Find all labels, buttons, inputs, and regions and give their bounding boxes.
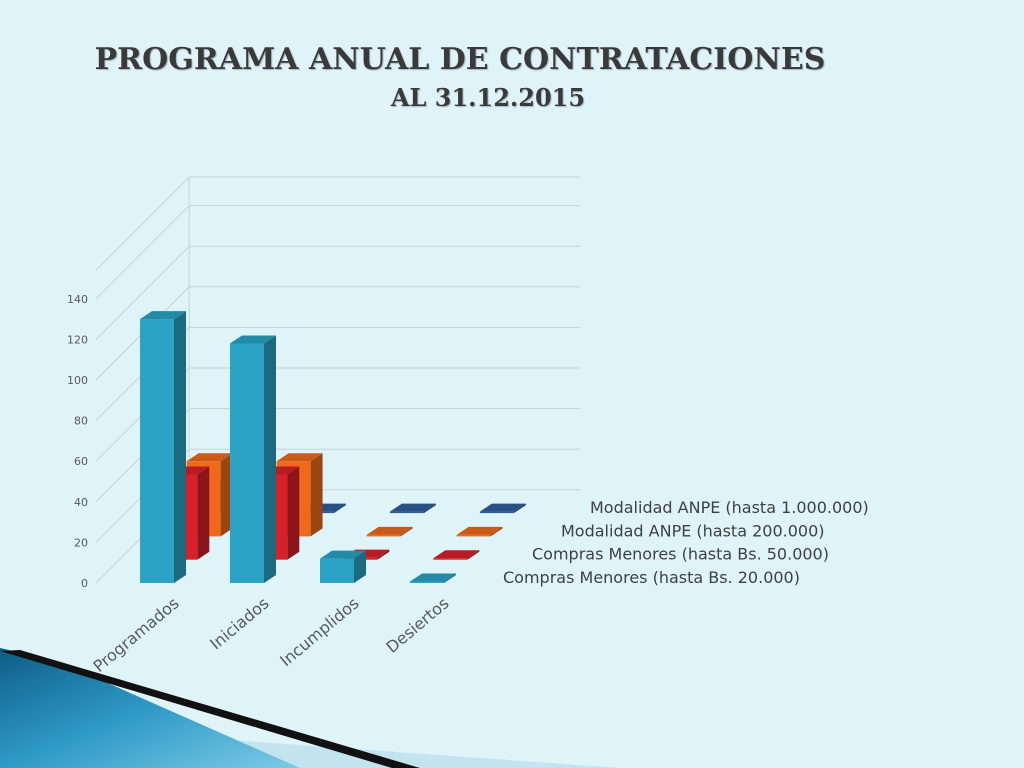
chart-bars <box>140 311 526 583</box>
bar-side <box>467 550 480 560</box>
title-line-1: PROGRAMA ANUAL DE CONTRATACIONES <box>94 42 826 77</box>
bar <box>433 550 480 560</box>
y-tick-label: 80 <box>74 415 88 428</box>
bar-front <box>320 558 354 583</box>
bar-side <box>423 503 436 514</box>
y-tick-label: 40 <box>74 496 88 509</box>
slide-title: PROGRAMA ANUAL DE CONTRATACIONES AL 31.1… <box>0 40 920 116</box>
bar-top <box>320 550 366 559</box>
bar-top <box>410 573 456 582</box>
bar <box>230 335 276 583</box>
bar-top <box>186 453 233 462</box>
bar-side <box>333 503 346 514</box>
bar-side <box>490 526 503 537</box>
y-tick-label: 120 <box>67 333 88 346</box>
legend-series-name: Modalidad ANPE (hasta 1.000.000) <box>590 498 869 517</box>
bar-front <box>410 581 444 583</box>
bar-front <box>433 558 468 560</box>
bar-top <box>389 503 436 512</box>
bar-top <box>479 503 526 512</box>
bar <box>366 526 413 537</box>
bar-side <box>197 466 210 560</box>
chart-gridlines <box>95 176 580 584</box>
bar-side <box>513 503 526 514</box>
legend-series-name: Modalidad ANPE (hasta 200.000) <box>561 521 825 540</box>
bar-side <box>220 453 233 537</box>
bar-top <box>433 550 480 559</box>
bar-top <box>366 526 413 535</box>
bar <box>140 311 186 583</box>
bar-front <box>140 319 174 583</box>
bar-side <box>354 550 366 583</box>
bar <box>410 573 456 583</box>
bar-top <box>140 311 186 320</box>
bar-side <box>287 466 300 560</box>
y-tick-label: 60 <box>74 455 88 468</box>
bar-front <box>479 511 514 514</box>
legend-series-name: Compras Menores (hasta Bs. 20.000) <box>503 568 800 587</box>
y-tick-label: 140 <box>67 293 88 306</box>
bar-front <box>230 343 264 583</box>
y-tick-label: 20 <box>74 536 88 549</box>
bar-top <box>230 335 276 344</box>
bar <box>320 550 366 583</box>
bar-front <box>366 534 401 537</box>
bar-side <box>400 526 413 537</box>
chart-legend: Compras Menores (hasta Bs. 20.000) Compra… <box>503 498 869 587</box>
decoration-blue-wedge <box>0 648 300 768</box>
bar-side <box>377 549 390 560</box>
bar <box>389 503 436 514</box>
bar-top <box>276 453 323 462</box>
y-axis-ticks: 0 20 40 60 80 100 120 140 <box>67 293 88 590</box>
y-tick-label: 0 <box>81 577 88 590</box>
bar-front <box>389 511 424 514</box>
y-tick-label: 100 <box>67 374 88 387</box>
title-line-2: AL 31.12.2015 <box>390 83 586 112</box>
bar <box>456 526 503 537</box>
bar-side <box>310 453 323 537</box>
bar-top <box>456 526 503 535</box>
bar-side <box>264 335 276 583</box>
decoration-black-stripe <box>0 650 420 768</box>
bar <box>479 503 526 514</box>
bar-side <box>174 311 186 583</box>
bar-side <box>444 573 456 583</box>
legend-series-name: Compras Menores (hasta Bs. 50.000) <box>532 545 829 564</box>
bar-front <box>456 534 491 537</box>
